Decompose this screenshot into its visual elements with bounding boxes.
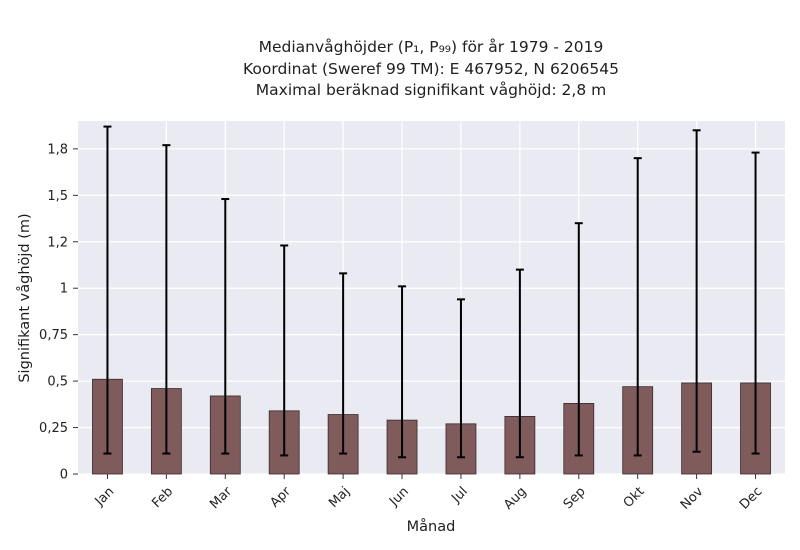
y-axis-ticks: 0 0,25 0,5 0,75 1 1,2 1,5 1,8	[39, 142, 78, 483]
x-tick-label: Feb	[149, 484, 176, 511]
y-tick-label: 1,5	[47, 189, 68, 204]
x-axis-label: Månad	[407, 518, 456, 535]
plot-area	[78, 121, 785, 474]
x-tick-label: Jul	[448, 484, 470, 506]
x-axis-ticks: Jan Feb Mar Apr Maj Jun Jul Aug Sep Okt Nov Dec	[92, 474, 765, 513]
y-tick-label: 0	[60, 468, 68, 483]
title-line-3: Maximal beräknad signifikant våghöjd: 2,…	[256, 81, 606, 99]
error-bars	[103, 125, 760, 459]
x-tick-label: Okt	[621, 484, 648, 511]
x-tick-label: Nov	[678, 484, 707, 513]
x-tick-label: Dec	[737, 484, 765, 512]
title-line-1: Medianvåghöjder (P₁, P₉₉) för år 1979 - …	[259, 38, 604, 56]
x-tick-label: Jun	[386, 484, 412, 510]
x-tick-label: Sep	[561, 484, 589, 512]
x-tick-label: Maj	[326, 484, 353, 511]
y-tick-label: 0,75	[39, 328, 68, 343]
y-tick-label: 1	[60, 282, 68, 297]
x-tick-label: Apr	[268, 484, 295, 511]
y-axis-label: Signifikant våghöjd (m)	[16, 213, 33, 382]
y-tick-label: 0,5	[47, 375, 68, 390]
chart-title: Medianvåghöjder (P₁, P₉₉) för år 1979 - …	[243, 38, 619, 99]
x-tick-label: Aug	[501, 484, 530, 513]
y-tick-label: 0,25	[39, 421, 68, 436]
y-tick-label: 1,2	[47, 235, 68, 250]
y-tick-label: 1,8	[47, 142, 68, 157]
x-tick-label: Mar	[207, 484, 235, 512]
x-tick-label: Jan	[92, 484, 117, 509]
title-line-2: Koordinat (Sweref 99 TM): E 467952, N 62…	[243, 60, 619, 78]
